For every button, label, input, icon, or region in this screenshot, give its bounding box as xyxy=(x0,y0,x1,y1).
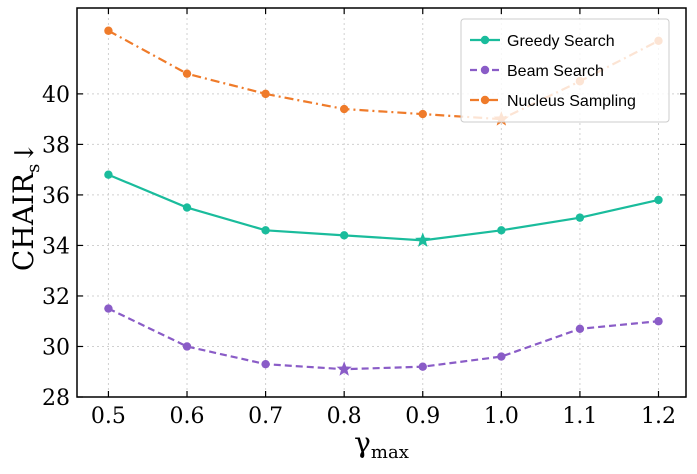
x-axis-title: γmax xyxy=(354,426,409,463)
y-axis-title: CHAIRs↓ xyxy=(7,142,44,271)
data-point xyxy=(261,226,270,235)
data-point xyxy=(339,104,349,114)
data-point xyxy=(654,195,663,205)
x-tick-label: 0.8 xyxy=(327,404,362,429)
y-tick-label: 34 xyxy=(42,234,70,259)
y-tick-label: 30 xyxy=(42,335,70,360)
y-tick-label: 28 xyxy=(42,386,70,411)
x-tick-label: 1.0 xyxy=(484,404,519,429)
legend-label-nucleus-sampling: Nucleus Sampling xyxy=(507,93,636,110)
data-point xyxy=(261,359,270,369)
legend-swatch-marker-beam-search xyxy=(480,65,490,75)
series-greedy-search xyxy=(104,170,663,247)
legend-swatch-marker-nucleus-sampling xyxy=(480,95,490,105)
data-point xyxy=(182,203,192,212)
data-point xyxy=(182,342,192,351)
y-axis-title-sub: s xyxy=(23,164,44,173)
y-tick-label: 40 xyxy=(42,83,70,108)
y-axis-title-arrow: ↓ xyxy=(10,142,40,164)
best-point-star xyxy=(336,361,352,376)
data-point xyxy=(104,26,113,35)
legend-box xyxy=(460,18,670,123)
best-point-star xyxy=(415,232,431,247)
data-point xyxy=(418,362,427,371)
data-point xyxy=(418,109,427,119)
legend-swatch-marker-greedy-search xyxy=(480,35,490,45)
data-point xyxy=(104,170,113,179)
data-point xyxy=(497,226,506,235)
x-axis-title-sub: max xyxy=(371,442,409,463)
data-point xyxy=(497,352,506,361)
tick-layer: 0.5 0.6 0.7 0.8 0.9 1.0 1.1 1.2 28 30 32 34 36 38 40 xyxy=(42,8,686,429)
data-point xyxy=(104,304,113,313)
plot-frame xyxy=(76,7,687,398)
legend-label-greedy-search: Greedy Search xyxy=(507,33,615,50)
x-tick-label: 1.1 xyxy=(562,404,597,429)
y-tick-label: 36 xyxy=(42,184,70,209)
data-point xyxy=(182,69,192,78)
x-tick-label: 0.9 xyxy=(405,404,440,429)
data-point xyxy=(339,231,349,240)
x-tick-label: 0.7 xyxy=(248,404,283,429)
y-tick-label: 32 xyxy=(42,285,70,310)
x-tick-label: 0.6 xyxy=(170,404,205,429)
y-axis-title-main: CHAIR xyxy=(7,172,40,271)
series-line-greedy-search xyxy=(108,173,659,242)
series-line-beam-search xyxy=(107,307,659,371)
data-point xyxy=(575,213,585,222)
data-point xyxy=(654,317,663,326)
x-tick-label: 0.5 xyxy=(91,404,126,429)
data-point xyxy=(575,324,585,333)
legend: Greedy Search Beam Search Nucleus Sampling xyxy=(460,18,670,123)
data-point xyxy=(261,89,270,99)
x-tick-label: 1.2 xyxy=(641,404,676,429)
legend-label-beam-search: Beam Search xyxy=(507,63,604,80)
x-axis-title-main: γ xyxy=(354,426,371,459)
series-beam-search xyxy=(104,304,663,376)
y-tick-label: 38 xyxy=(42,133,70,158)
